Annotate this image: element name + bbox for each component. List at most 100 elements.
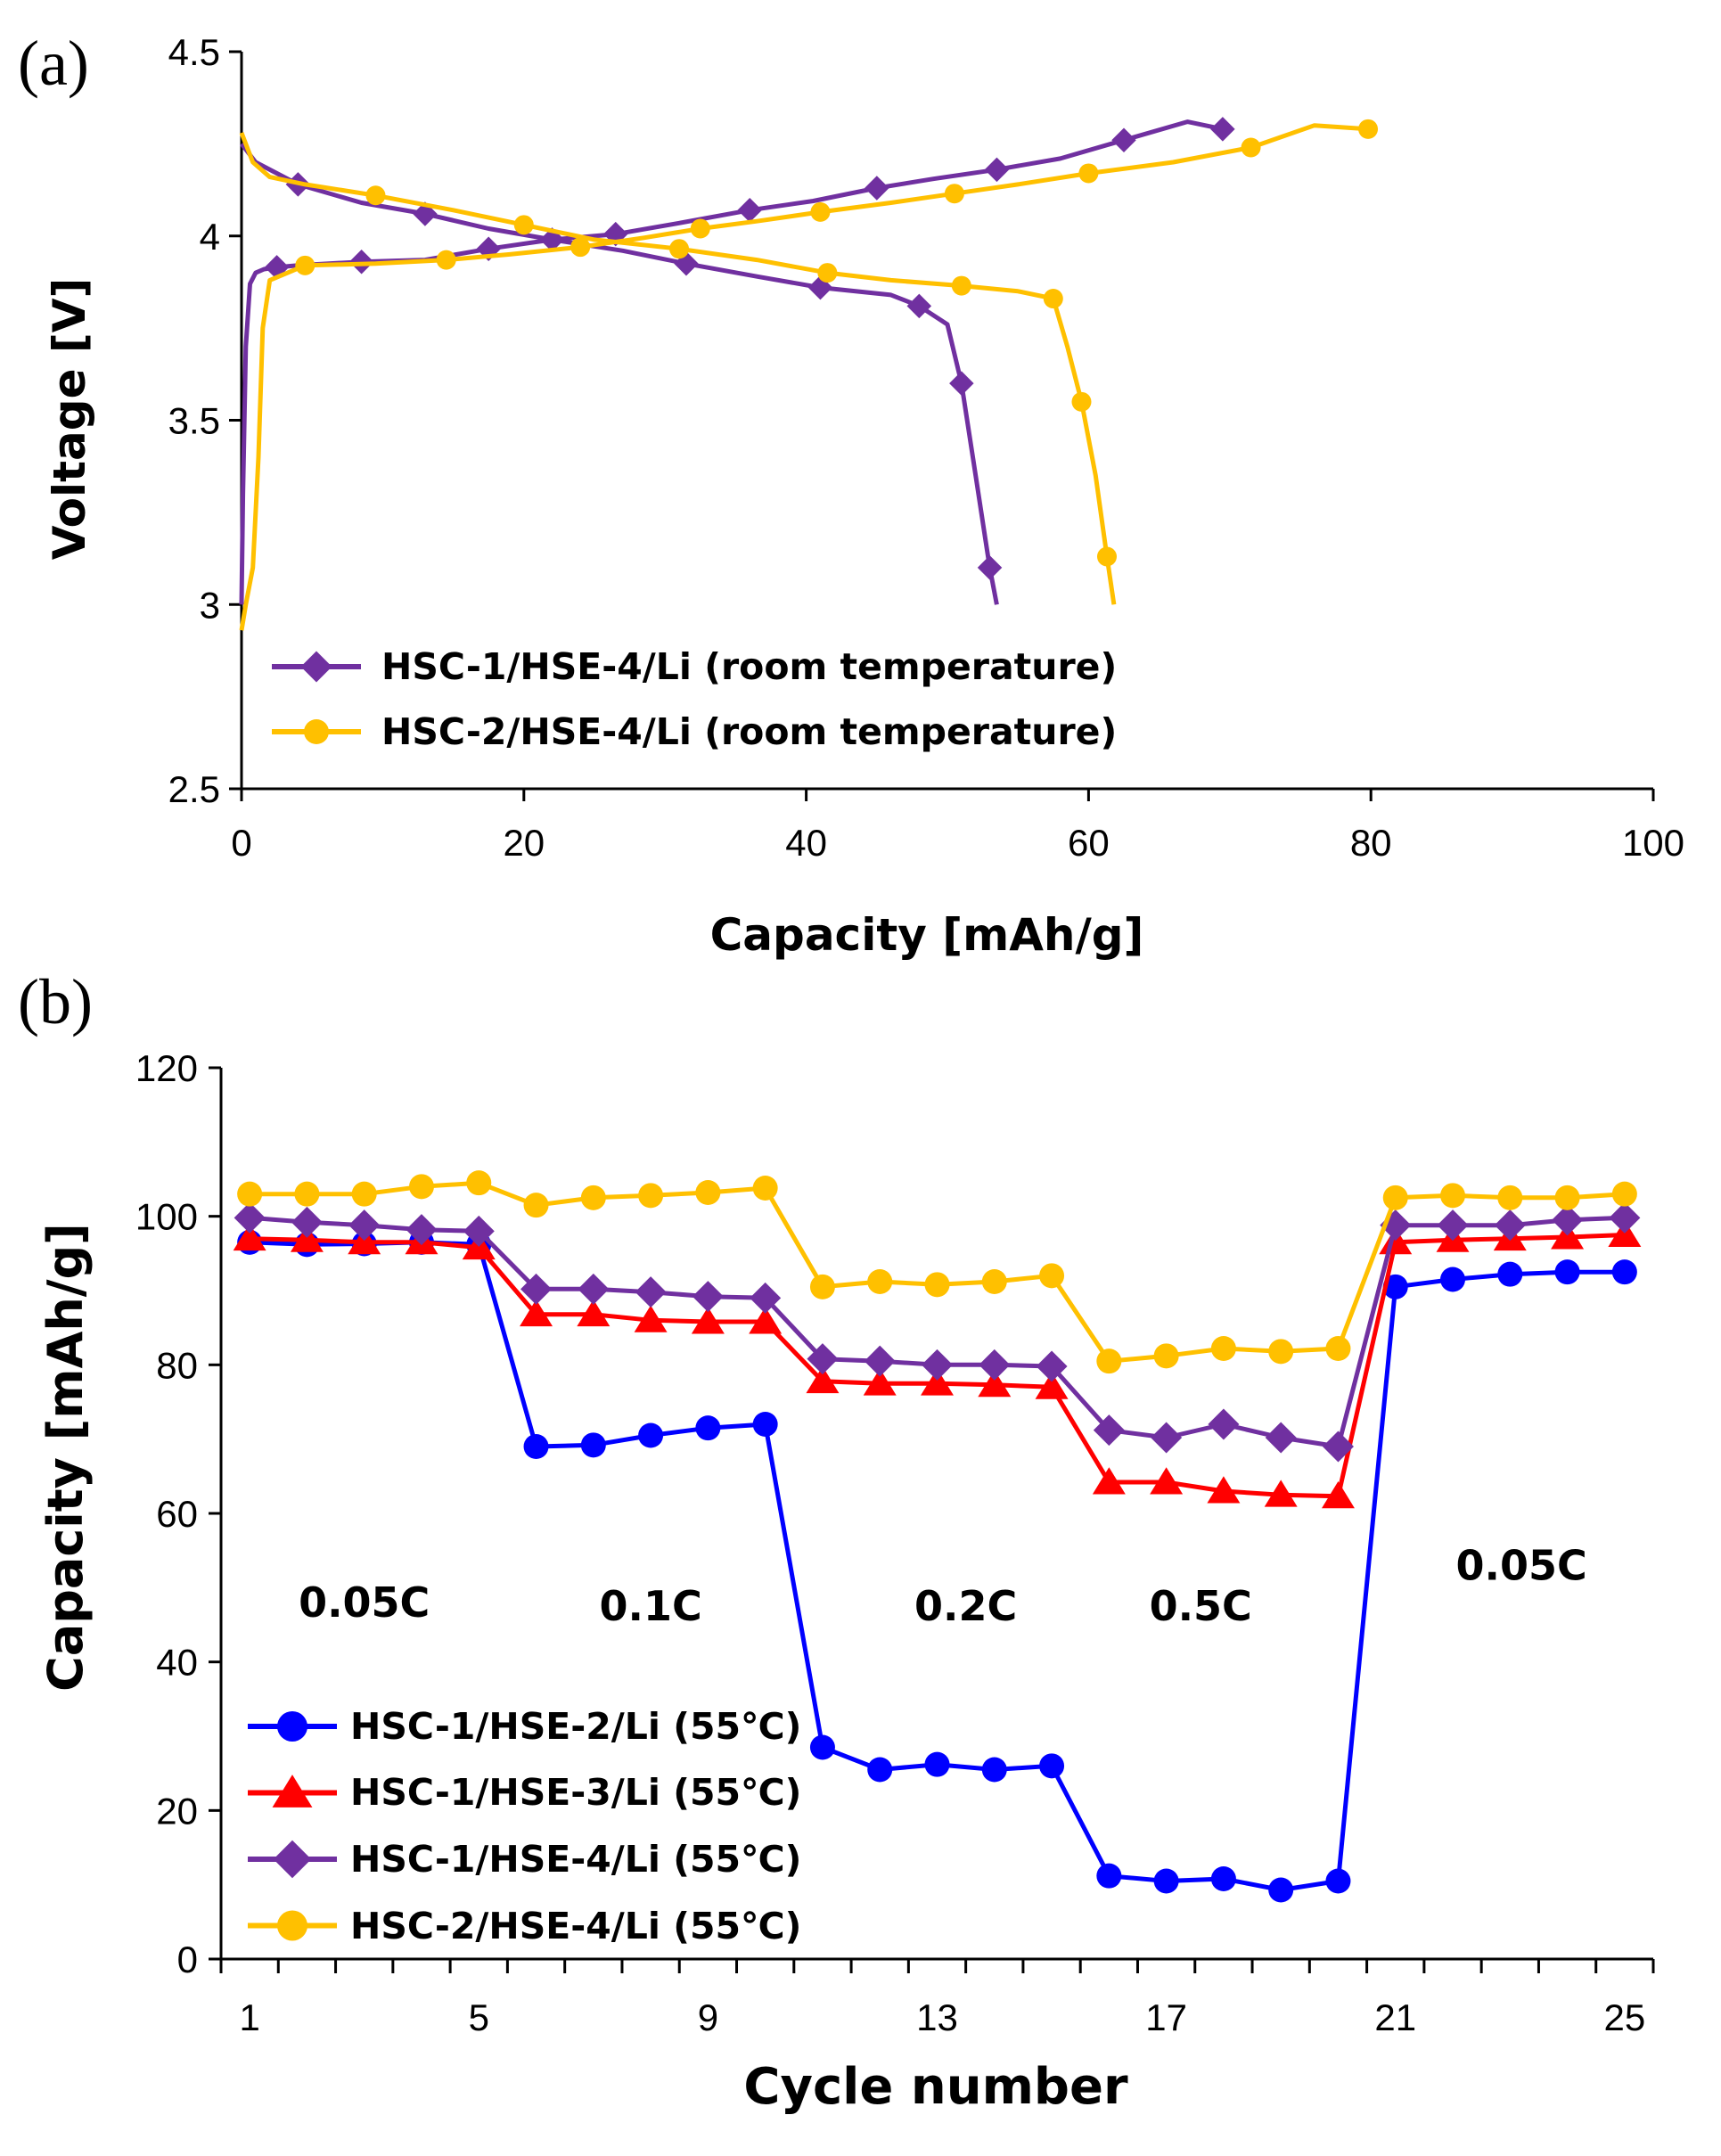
chart-b: (b) 0 20 40 60 80 100 120 1 5 9 13 17 21 25 0.05C 0.1C… — [18, 966, 1655, 2116]
chart-b-y-tick-label: 80 — [156, 1344, 198, 1386]
chart-b-x-tick-label: 17 — [1145, 1996, 1187, 2038]
chart-a-point-1 — [1210, 117, 1235, 142]
chart-b-point-1 — [1210, 1866, 1236, 1891]
chart-b-point-4 — [351, 1181, 377, 1207]
chart-b-point-2 — [1150, 1467, 1184, 1495]
chart-b-point-3 — [1208, 1408, 1240, 1440]
chart-b-rate-label-2: 0.1C — [599, 1582, 701, 1630]
chart-b-point-2 — [1321, 1481, 1355, 1509]
panel-label-a: (a) — [18, 28, 89, 99]
chart-b-point-3 — [234, 1201, 266, 1234]
chart-b-point-4 — [466, 1170, 492, 1196]
chart-a-point-1 — [737, 198, 762, 223]
chart-b-x-axis-label: Cycle number — [743, 2058, 1128, 2116]
chart-b-point-1 — [1611, 1259, 1637, 1285]
chart-b-y-tick-label: 120 — [135, 1047, 198, 1089]
chart-b-point-2 — [634, 1305, 668, 1332]
chart-b-rate-labels: 0.05C 0.1C 0.2C 0.5C 0.05C — [299, 1541, 1587, 1630]
chart-a-axes: 2.5 3 3.5 4 4.5 0 20 40 60 80 100 — [168, 31, 1684, 864]
chart-b-y-tick-label: 20 — [156, 1790, 198, 1832]
chart-a-legend-marker-1 — [300, 651, 332, 683]
chart-b-point-1 — [809, 1734, 835, 1760]
chart-b-point-3 — [1322, 1431, 1354, 1463]
chart-b-point-4 — [638, 1183, 664, 1209]
chart-a-point-1 — [1111, 127, 1136, 152]
chart-b-point-2 — [577, 1299, 611, 1327]
chart-b-point-3 — [864, 1345, 896, 1377]
chart-a-x-axis-label: Capacity [mAh/g] — [710, 909, 1144, 961]
chart-b-rate-label-5: 0.05C — [1456, 1541, 1587, 1589]
chart-a-point-2 — [810, 201, 831, 222]
chart-a-point-2 — [1078, 163, 1099, 184]
chart-a-series — [239, 117, 1379, 631]
chart-b-x-tick-label: 9 — [698, 1996, 718, 2038]
chart-b-point-4 — [1039, 1263, 1065, 1289]
chart-b-point-1 — [695, 1415, 721, 1441]
chart-b-point-2 — [290, 1225, 324, 1252]
chart-b-x-tick-label: 25 — [1604, 1996, 1646, 2038]
chart-a-line-1-charge — [239, 119, 1224, 605]
chart-b-point-3 — [348, 1209, 381, 1242]
chart-b-y-tick-label: 40 — [156, 1642, 198, 1684]
chart-a-x-tick-label: 20 — [503, 822, 545, 864]
chart-a-point-2 — [365, 185, 386, 206]
chart-b-point-3 — [1494, 1209, 1526, 1242]
chart-b-legend-marker-3 — [273, 1840, 312, 1879]
chart-b-point-3 — [1609, 1201, 1641, 1234]
chart-b-point-3 — [520, 1273, 553, 1305]
chart-b-point-3 — [1437, 1209, 1469, 1242]
chart-b-point-4 — [580, 1185, 606, 1210]
chart-a-point-2 — [1241, 137, 1261, 158]
chart-b-x-tick-label: 13 — [916, 1996, 958, 2038]
chart-a-y-tick-label: 4 — [200, 216, 220, 258]
chart-a-x-tick-label: 100 — [1622, 822, 1684, 864]
chart-a-point-2 — [690, 218, 710, 239]
chart-b-point-1 — [1497, 1261, 1523, 1287]
chart-b-point-4 — [924, 1272, 950, 1298]
chart-b-point-3 — [1036, 1350, 1068, 1382]
chart-b-x-tick-label: 1 — [239, 1996, 259, 2038]
chart-b-point-1 — [924, 1751, 950, 1777]
chart-b-point-1 — [1039, 1753, 1065, 1779]
chart-b-y-axis-label: Capacity [mAh/g] — [37, 1223, 94, 1692]
chart-b-legend-marker-1 — [277, 1711, 307, 1742]
chart-b-series — [233, 1170, 1642, 1903]
chart-b-point-3 — [922, 1349, 953, 1381]
chart-b-point-3 — [463, 1215, 495, 1247]
chart-b-point-4 — [237, 1181, 263, 1207]
chart-a-point-1 — [865, 176, 889, 201]
chart-b-point-2 — [1207, 1476, 1241, 1504]
chart-b-point-4 — [867, 1269, 893, 1294]
chart-b-y-tick-label: 0 — [177, 1939, 198, 1980]
chart-a-line-1-discharge — [240, 142, 999, 605]
chart-b-legend-label-4: HSC-2/HSE-4/Li (55℃) — [350, 1905, 801, 1947]
chart-b-point-1 — [1096, 1863, 1122, 1889]
chart-b-point-4 — [752, 1176, 778, 1201]
chart-a-legend-marker-2 — [304, 719, 329, 744]
chart-b-point-2 — [520, 1299, 553, 1327]
chart-b-point-4 — [1096, 1349, 1122, 1374]
chart-a-legend-label-1: HSC-1/HSE-4/Li (room temperature) — [381, 645, 1117, 688]
chart-b-point-4 — [1497, 1185, 1523, 1210]
chart-b-point-4 — [1440, 1183, 1466, 1209]
chart-a-point-2 — [295, 255, 316, 275]
chart-b-point-1 — [1382, 1274, 1408, 1299]
chart-b-point-4 — [695, 1180, 721, 1205]
chart-a-point-2 — [951, 275, 971, 296]
chart-b-legend-label-2: HSC-1/HSE-3/Li (55℃) — [350, 1771, 801, 1814]
chart-a-x-tick-label: 40 — [785, 822, 827, 864]
chart-b-point-3 — [635, 1276, 667, 1308]
chart-a-legend-label-2: HSC-2/HSE-4/Li (room temperature) — [381, 710, 1117, 753]
chart-b-line-4 — [250, 1180, 1626, 1364]
chart-a-y-tick-label: 3.5 — [168, 400, 220, 442]
chart-b-point-4 — [1268, 1339, 1294, 1365]
chart-b-legend-marker-4 — [277, 1910, 307, 1941]
chart-a-point-2 — [817, 263, 838, 283]
chart-a-y-tick-label: 2.5 — [168, 768, 220, 810]
chart-b-point-3 — [406, 1214, 438, 1246]
chart-b-point-1 — [981, 1757, 1007, 1783]
chart-a-point-2 — [944, 184, 964, 204]
chart-b-point-1 — [1440, 1267, 1466, 1292]
chart-b-point-3 — [578, 1273, 610, 1305]
